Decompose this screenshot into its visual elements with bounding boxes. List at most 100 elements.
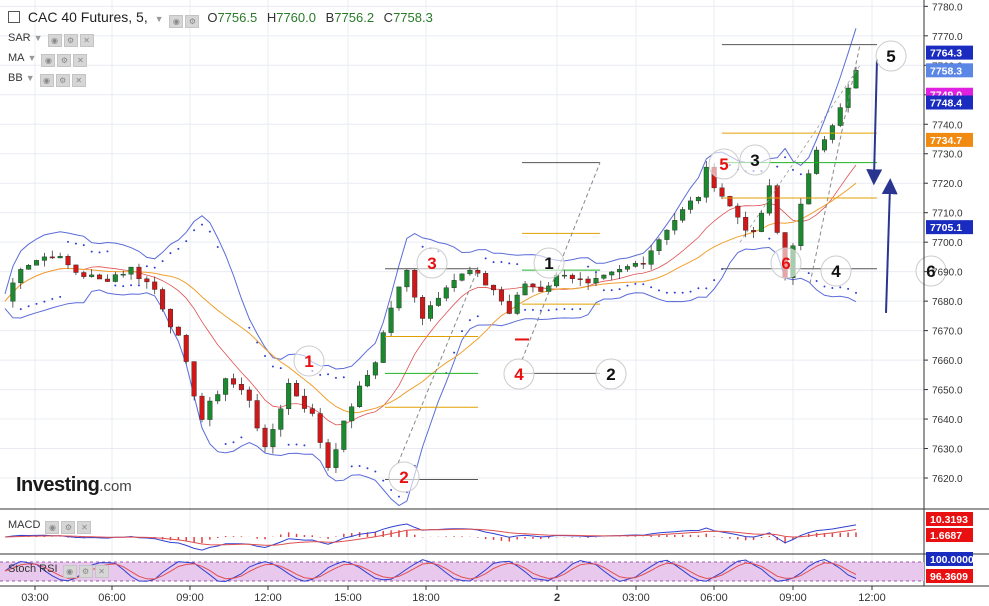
sar-dot [216, 245, 219, 248]
wave-label: 2 [388, 461, 420, 493]
gear-icon[interactable]: ⚙ [57, 54, 72, 67]
sar-dot [145, 265, 148, 268]
candle [727, 196, 733, 207]
sar-dot [626, 284, 629, 287]
sar-dot [492, 261, 495, 264]
sar-dot [610, 289, 613, 292]
close-icon[interactable]: ✕ [94, 565, 109, 578]
time-tick-label: 03:00 [21, 592, 49, 604]
indicator-bb[interactable]: BB ▼ ◉ ⚙ ✕ [8, 72, 86, 87]
high-value: 7760.0 [276, 10, 316, 25]
wave-label-text: 4 [514, 365, 524, 384]
sar-dot [453, 351, 456, 354]
stoch-rsi-label[interactable]: Stoch RSI ◉ ⚙ ✕ [8, 563, 109, 578]
wave-label-circle [388, 461, 420, 493]
bollinger-lower-band [4, 246, 857, 507]
sar-dot [35, 302, 38, 305]
eye-icon[interactable]: ◉ [45, 521, 60, 534]
chevron-down-icon[interactable]: ▼ [33, 33, 43, 43]
candle [238, 383, 244, 391]
indicator-sar[interactable]: SAR ▼ ◉ ⚙ ✕ [8, 32, 94, 47]
moving-average-line [4, 182, 857, 414]
sar-dot [500, 261, 503, 264]
price-tick-label: 7620.0 [932, 474, 963, 485]
gear-icon[interactable]: ⚙ [61, 521, 76, 534]
price-tick-label: 7720.0 [932, 179, 963, 190]
close-value: 7758.3 [393, 10, 433, 25]
investing-logo: Investing.com [16, 474, 132, 496]
candle [175, 326, 181, 336]
stoch-k-label-text: 100.0000 [930, 554, 974, 566]
candle [475, 270, 481, 274]
macd-label[interactable]: MACD ◉ ⚙ ✕ [8, 519, 92, 534]
eye-icon[interactable]: ◉ [39, 74, 54, 87]
gear-icon[interactable]: ⚙ [55, 74, 70, 87]
eye-icon[interactable]: ◉ [41, 54, 56, 67]
close-icon[interactable]: ✕ [73, 54, 88, 67]
candle [506, 300, 512, 314]
candle [57, 256, 63, 259]
sar-dot [303, 444, 306, 447]
sar-dot [208, 230, 211, 233]
macd-value-label [926, 512, 973, 526]
price-tick-label: 7740.0 [932, 120, 963, 131]
candle [112, 274, 118, 282]
indicator-ma[interactable]: MA ▼ ◉ ⚙ ✕ [8, 52, 88, 67]
wave-label-circle [875, 40, 907, 72]
close-icon[interactable]: ✕ [79, 34, 94, 47]
candle [656, 239, 662, 251]
candle [97, 274, 103, 280]
eye-icon[interactable]: ◉ [62, 565, 77, 578]
candle [774, 185, 780, 233]
sar-dot [547, 309, 550, 312]
candle [569, 274, 575, 279]
collapse-icon[interactable] [8, 11, 20, 23]
ohlc-readout: O7756.5 H7760.0 B7756.2 C7758.3 [207, 10, 433, 25]
candle [821, 139, 827, 151]
candle [34, 260, 40, 266]
price-tick-label: 7680.0 [932, 297, 963, 308]
close-icon[interactable]: ✕ [77, 521, 92, 534]
candle [357, 385, 363, 407]
close-icon[interactable]: ✕ [71, 74, 86, 87]
symbol-title[interactable]: CAC 40 Futures, 5, [27, 9, 148, 25]
gear-icon[interactable]: ⚙ [63, 34, 78, 47]
eye-icon[interactable]: ◉ [169, 15, 184, 28]
candle [404, 270, 410, 288]
price-label-text: 7748.4 [930, 97, 962, 109]
candle [49, 256, 55, 259]
candle [341, 420, 347, 450]
price-label-text: 7705.1 [930, 222, 962, 234]
sar-dot [185, 240, 188, 243]
price-tick-label: 7630.0 [932, 445, 963, 456]
sar-dot [476, 315, 479, 318]
sar-dot [705, 287, 708, 290]
chevron-down-icon[interactable]: ▼ [154, 14, 164, 24]
candle [167, 308, 173, 328]
eye-icon[interactable]: ◉ [47, 34, 62, 47]
wave-label-text: 5 [719, 155, 728, 174]
candle [301, 395, 307, 409]
time-tick-label: 12:00 [254, 592, 282, 604]
chevron-down-icon[interactable]: ▼ [27, 53, 37, 63]
gear-icon[interactable]: ⚙ [185, 15, 200, 28]
price-label [926, 95, 973, 110]
chevron-down-icon[interactable]: ▼ [25, 73, 35, 83]
stoch-d-label-text: 96.3609 [930, 571, 968, 583]
sar-dot [665, 291, 668, 294]
gear-icon[interactable]: ⚙ [78, 565, 93, 578]
time-tick-label: 09:00 [176, 592, 204, 604]
sar-dot [169, 252, 172, 255]
wave-label-circle [739, 144, 771, 176]
candle [278, 408, 284, 430]
price-tick-label: 7650.0 [932, 386, 963, 397]
candle [522, 283, 528, 296]
candle [814, 149, 820, 174]
candle [412, 270, 418, 298]
sar-dot [673, 291, 676, 294]
wave-label-text: 3 [427, 254, 436, 273]
chart-header: CAC 40 Futures, 5, ▼ ◉ ⚙ O7756.5 H7760.0 … [8, 9, 433, 28]
wave-label-text: 3 [750, 151, 759, 170]
macd-value-label-text: 10.3193 [930, 514, 968, 526]
